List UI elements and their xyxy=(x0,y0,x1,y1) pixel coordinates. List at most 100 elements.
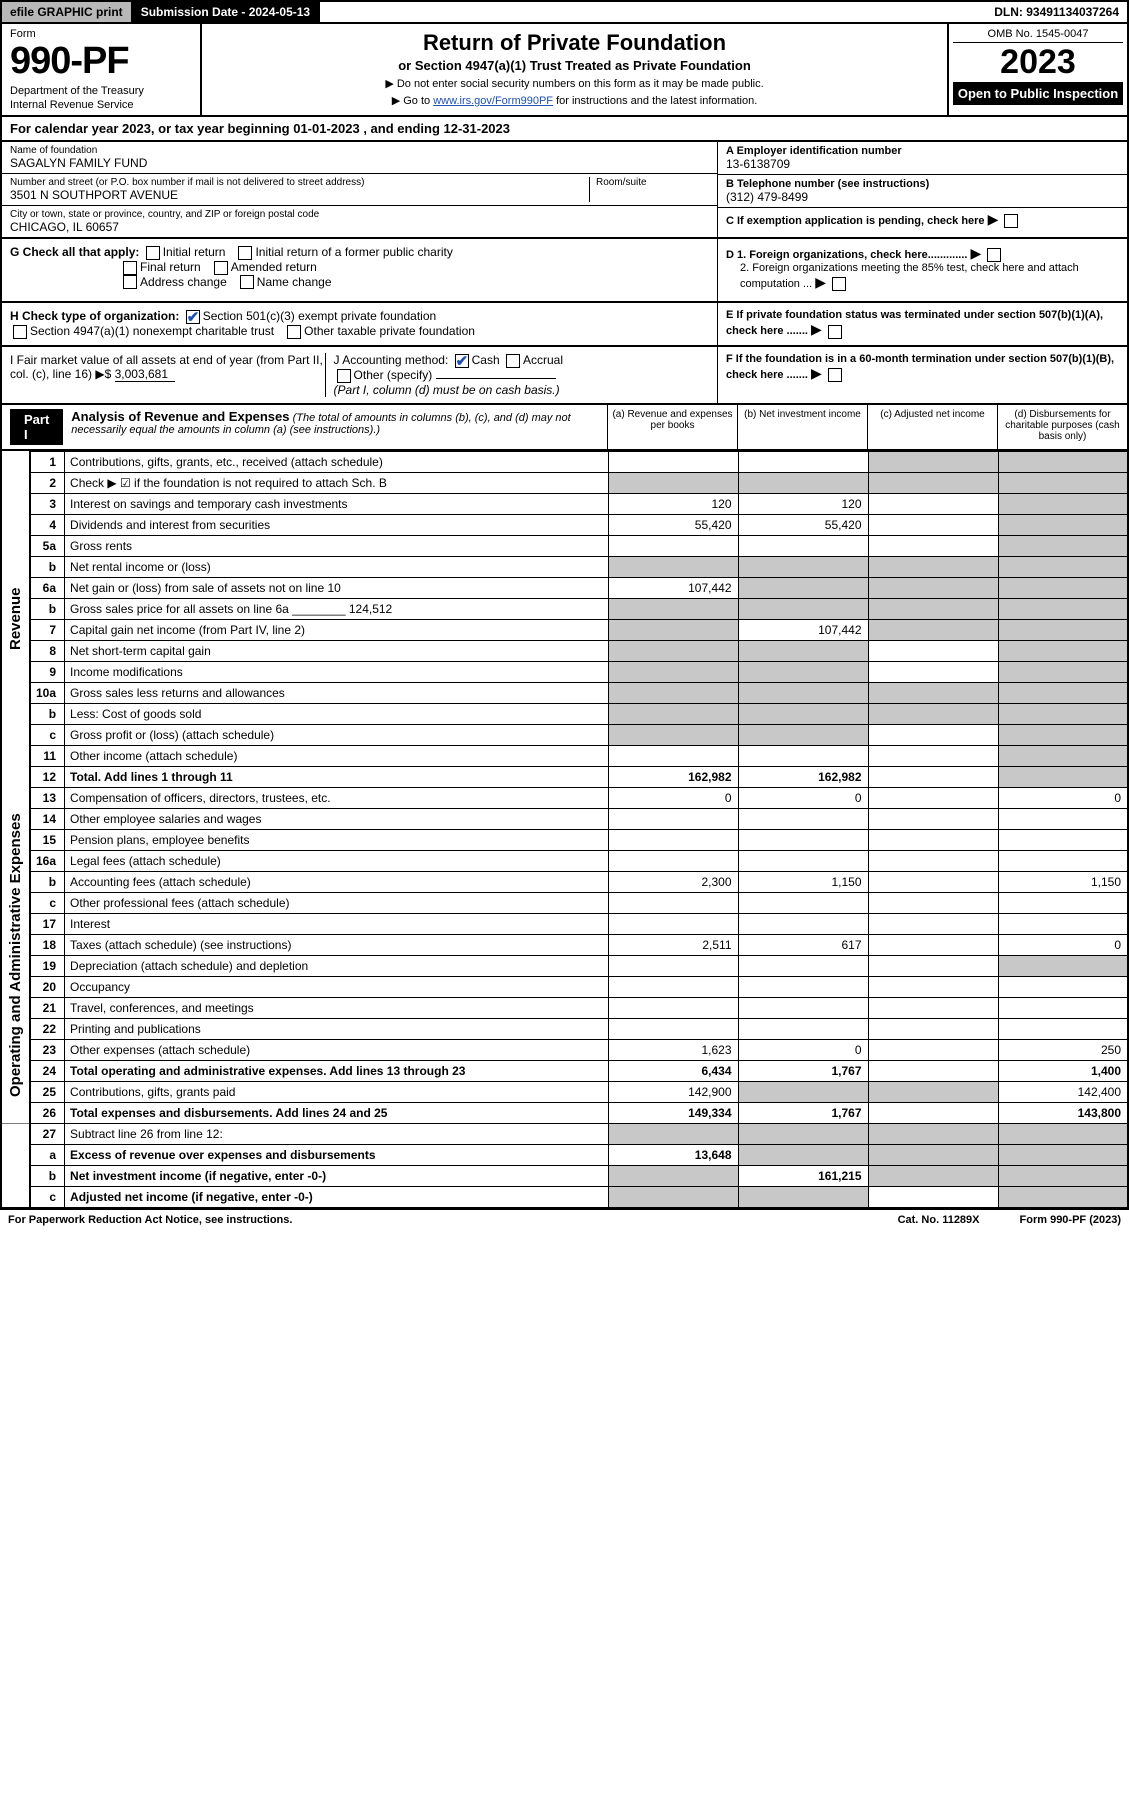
table-cell xyxy=(738,556,868,577)
table-cell xyxy=(608,745,738,766)
table-cell: 107,442 xyxy=(608,577,738,598)
table-row: 22Printing and publications xyxy=(1,1018,1128,1039)
line-number: 1 xyxy=(30,451,65,472)
table-cell xyxy=(868,577,998,598)
table-cell: 142,900 xyxy=(608,1081,738,1102)
h-other-taxable-checkbox[interactable] xyxy=(287,325,301,339)
d1-checkbox[interactable] xyxy=(987,248,1001,262)
line-number: 22 xyxy=(30,1018,65,1039)
f-checkbox[interactable] xyxy=(828,368,842,382)
line-number: b xyxy=(30,556,65,577)
efile-print-button[interactable]: efile GRAPHIC print xyxy=(2,2,133,22)
line-description: Accounting fees (attach schedule) xyxy=(65,871,608,892)
table-cell: 1,623 xyxy=(608,1039,738,1060)
section-i-j-f: I Fair market value of all assets at end… xyxy=(0,347,1129,405)
table-cell: 2,511 xyxy=(608,934,738,955)
table-cell: 2,300 xyxy=(608,871,738,892)
table-cell xyxy=(868,1081,998,1102)
table-cell xyxy=(998,682,1128,703)
table-cell xyxy=(868,913,998,934)
j-cash-checkbox[interactable] xyxy=(455,354,469,368)
city-value: CHICAGO, IL 60657 xyxy=(10,220,709,234)
line-description: Income modifications xyxy=(65,661,608,682)
irs-link[interactable]: www.irs.gov/Form990PF xyxy=(433,95,553,107)
g-initial-former-checkbox[interactable] xyxy=(238,246,252,260)
line-description: Other professional fees (attach schedule… xyxy=(65,892,608,913)
table-cell xyxy=(738,997,868,1018)
part-1-table: Revenue1Contributions, gifts, grants, et… xyxy=(0,451,1129,1209)
table-row: cOther professional fees (attach schedul… xyxy=(1,892,1128,913)
form-number: 990-PF xyxy=(10,40,192,83)
revenue-side-label: Revenue xyxy=(1,451,30,787)
table-cell xyxy=(998,766,1128,787)
g-opt-3: Amended return xyxy=(231,260,317,274)
line-number: b xyxy=(30,598,65,619)
calendar-year-line: For calendar year 2023, or tax year begi… xyxy=(0,117,1129,142)
table-row: 26Total expenses and disbursements. Add … xyxy=(1,1102,1128,1123)
table-cell xyxy=(608,535,738,556)
table-cell: 617 xyxy=(738,934,868,955)
h-501c3-checkbox[interactable] xyxy=(186,310,200,324)
line-description: Interest xyxy=(65,913,608,934)
table-cell xyxy=(998,1018,1128,1039)
table-cell: 162,982 xyxy=(608,766,738,787)
note-post: for instructions and the latest informat… xyxy=(553,95,757,107)
table-cell xyxy=(608,976,738,997)
table-cell xyxy=(868,976,998,997)
line-description: Total operating and administrative expen… xyxy=(65,1060,608,1081)
table-cell: 55,420 xyxy=(738,514,868,535)
table-cell xyxy=(998,955,1128,976)
line-description: Net rental income or (loss) xyxy=(65,556,608,577)
dept-irs: Internal Revenue Service xyxy=(10,99,192,111)
table-row: 3Interest on savings and temporary cash … xyxy=(1,493,1128,514)
line-description: Capital gain net income (from Part IV, l… xyxy=(65,619,608,640)
exemption-pending-label: C If exemption application is pending, c… xyxy=(726,215,985,227)
table-cell xyxy=(738,682,868,703)
table-cell: 107,442 xyxy=(738,619,868,640)
line-number: c xyxy=(30,892,65,913)
g-final-return-checkbox[interactable] xyxy=(123,261,137,275)
g-name-change-checkbox[interactable] xyxy=(240,275,254,289)
end-side xyxy=(1,1123,30,1208)
table-row: 21Travel, conferences, and meetings xyxy=(1,997,1128,1018)
line-number: b xyxy=(30,703,65,724)
table-cell xyxy=(868,808,998,829)
table-cell xyxy=(868,1123,998,1144)
line-description: Gross rents xyxy=(65,535,608,556)
line-number: a xyxy=(30,1144,65,1165)
section-g-h: G Check all that apply: Initial return I… xyxy=(0,239,1129,303)
j-accrual-checkbox[interactable] xyxy=(506,354,520,368)
d2-checkbox[interactable] xyxy=(832,277,846,291)
line-number: 3 xyxy=(30,493,65,514)
line-description: Less: Cost of goods sold xyxy=(65,703,608,724)
line-number: 14 xyxy=(30,808,65,829)
table-row: 12Total. Add lines 1 through 11162,98216… xyxy=(1,766,1128,787)
table-cell xyxy=(738,472,868,493)
d1-text: D 1. Foreign organizations, check here..… xyxy=(726,249,967,261)
g-opt-5: Name change xyxy=(257,275,332,289)
e-checkbox[interactable] xyxy=(828,325,842,339)
line-description: Net short-term capital gain xyxy=(65,640,608,661)
arrow-icon: ▶ xyxy=(811,321,822,337)
line-number: 10a xyxy=(30,682,65,703)
line-description: Gross profit or (loss) (attach schedule) xyxy=(65,724,608,745)
tax-year: 2023 xyxy=(953,43,1123,82)
table-cell xyxy=(998,745,1128,766)
table-cell xyxy=(998,451,1128,472)
table-cell xyxy=(608,955,738,976)
open-to-public: Open to Public Inspection xyxy=(953,82,1123,105)
exemption-pending-checkbox[interactable] xyxy=(1004,214,1018,228)
table-row: 9Income modifications xyxy=(1,661,1128,682)
f-line: F If the foundation is in a 60-month ter… xyxy=(726,353,1119,382)
table-cell xyxy=(738,808,868,829)
table-row: cAdjusted net income (if negative, enter… xyxy=(1,1186,1128,1208)
h-4947-checkbox[interactable] xyxy=(13,325,27,339)
g-amended-checkbox[interactable] xyxy=(214,261,228,275)
line-number: 2 xyxy=(30,472,65,493)
table-cell xyxy=(998,703,1128,724)
g-address-change-checkbox[interactable] xyxy=(123,275,137,289)
g-initial-return-checkbox[interactable] xyxy=(146,246,160,260)
j-opt-2: Other (specify) xyxy=(354,368,433,382)
j-other-checkbox[interactable] xyxy=(337,369,351,383)
j-other-input[interactable] xyxy=(436,378,556,379)
